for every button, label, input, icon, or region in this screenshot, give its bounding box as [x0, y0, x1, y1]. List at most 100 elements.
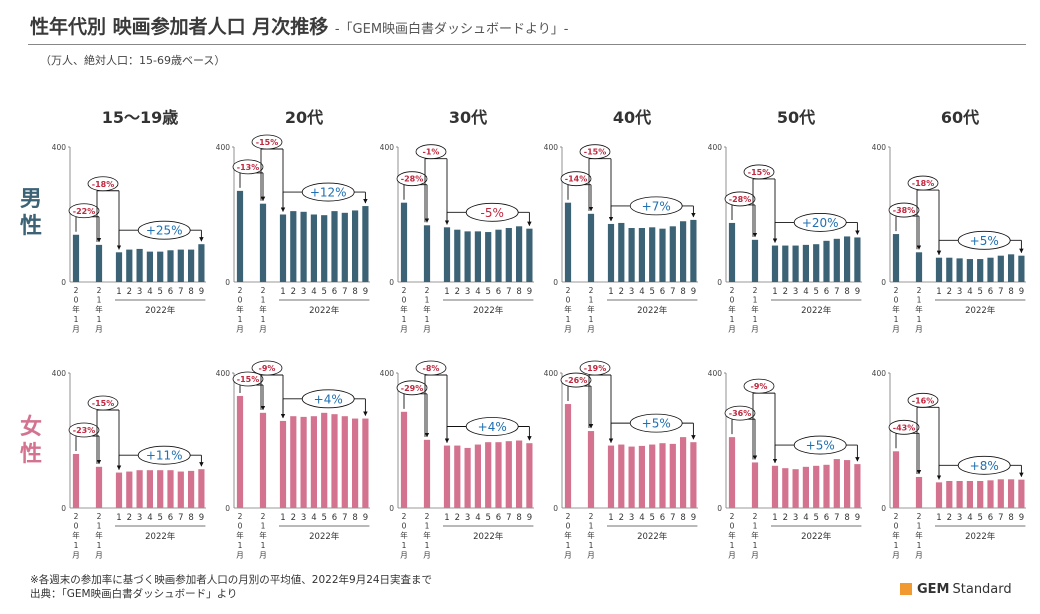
change-badge-2022: +11%	[146, 449, 183, 463]
x-tick-label: 7	[670, 287, 675, 297]
bar	[1008, 479, 1015, 508]
x-tick-label: 8	[188, 287, 193, 297]
x-tick-label: 2	[783, 513, 788, 523]
bar	[987, 480, 994, 508]
x-tick-label: 6	[332, 287, 337, 297]
x-tick-label: 2	[566, 512, 571, 521]
x-tick-label: 9	[855, 287, 860, 297]
bar	[833, 238, 840, 282]
bar	[95, 244, 103, 282]
y-tick-label: 0	[553, 504, 558, 513]
bar	[290, 416, 297, 508]
bar	[177, 249, 184, 282]
x-tick-label: 年	[400, 530, 408, 540]
y-tick-label: 400	[52, 369, 67, 378]
bar	[659, 228, 666, 282]
bar	[157, 470, 164, 508]
bar	[813, 244, 820, 282]
x-tick-label: 1	[280, 287, 285, 297]
footnote-note: ※各週末の参加率に基づく映画参加者人口の月別の平均値、2022年9月24日実査ま…	[30, 574, 433, 586]
bar	[198, 469, 205, 508]
group-label: 2022年	[309, 305, 340, 316]
y-tick-label: 400	[872, 369, 887, 378]
x-tick-label: 5	[977, 287, 982, 297]
x-tick-label: 2	[917, 512, 922, 521]
x-tick-label: 1	[894, 315, 899, 324]
age-label-30s: 30代	[448, 108, 488, 127]
x-tick-label: 1	[730, 315, 735, 324]
x-tick-label: 月	[728, 324, 736, 333]
x-tick-label: 0	[238, 296, 243, 305]
change-badge-outline	[907, 175, 939, 191]
change-badge-outline	[743, 378, 775, 394]
x-tick-label: 年	[915, 304, 923, 314]
x-tick-label: 3	[301, 513, 306, 523]
change-badge-2022: +4%	[314, 392, 343, 406]
x-tick-label: 7	[670, 513, 675, 523]
change-badge-2020: -23%	[73, 426, 95, 435]
bar	[628, 446, 635, 508]
x-tick-label: 年	[564, 304, 572, 314]
change-badge-2021: -15%	[92, 399, 114, 408]
bar	[485, 232, 492, 282]
x-tick-label: 3	[957, 513, 962, 523]
bar	[607, 445, 615, 508]
y-tick-label: 0	[717, 504, 722, 513]
bar	[690, 219, 697, 282]
x-tick-label: 1	[425, 522, 430, 531]
x-tick-label: 8	[352, 513, 357, 523]
x-tick-label: 1	[425, 315, 430, 324]
x-tick-label: 9	[199, 513, 204, 523]
y-tick-label: 400	[380, 143, 395, 152]
y-tick-label: 0	[389, 504, 394, 513]
bar	[607, 223, 615, 282]
change-badge-outline	[793, 435, 847, 455]
gender-label-female: 女性	[19, 415, 42, 467]
x-tick-label: 3	[629, 287, 634, 297]
change-badge-2020: -28%	[401, 175, 423, 184]
x-tick-label: 3	[793, 513, 798, 523]
x-tick-label: 8	[680, 287, 685, 297]
bar	[1018, 479, 1025, 508]
x-tick-label: 2	[74, 286, 79, 295]
x-tick-label: 年	[751, 530, 759, 540]
x-tick-label: 月	[751, 550, 759, 559]
bar	[854, 237, 861, 282]
x-tick-label: 月	[95, 324, 103, 333]
bar	[115, 252, 123, 282]
bar	[72, 234, 80, 282]
x-tick-label: 1	[753, 315, 758, 324]
group-label: 2022年	[309, 531, 340, 542]
x-tick-label: 5	[157, 287, 162, 297]
x-tick-label: 月	[587, 324, 595, 333]
x-tick-label: 月	[400, 550, 408, 559]
change-badge-2021: -16%	[912, 396, 934, 405]
bar	[935, 257, 943, 282]
bar	[341, 416, 348, 508]
x-tick-label: 月	[400, 324, 408, 333]
change-badge-outline	[251, 360, 283, 376]
y-tick-label: 400	[872, 143, 887, 152]
page-title: 性年代別 映画参加者人口 月次推移 -「GEM映画白書ダッシュボードより」-	[30, 12, 569, 39]
x-tick-label: 1	[608, 287, 613, 297]
x-tick-label: 1	[608, 513, 613, 523]
x-tick-label: 3	[465, 513, 470, 523]
bar	[659, 443, 666, 508]
x-tick-label: 3	[137, 287, 142, 297]
x-tick-label: 月	[915, 550, 923, 559]
gender-label-male: 男性	[19, 187, 42, 239]
x-tick-label: 6	[660, 287, 665, 297]
x-tick-label: 5	[649, 513, 654, 523]
x-tick-label: 8	[352, 287, 357, 297]
change-badge-2022: +8%	[970, 459, 999, 473]
x-tick-label: 1	[917, 315, 922, 324]
change-badge-2021: -15%	[584, 148, 606, 157]
x-tick-label: 8	[844, 287, 849, 297]
x-tick-label: 1	[238, 315, 243, 324]
change-badge-2022: +5%	[806, 439, 835, 453]
x-tick-label: 月	[915, 324, 923, 333]
bar	[823, 240, 830, 282]
x-tick-label: 1	[753, 296, 758, 305]
